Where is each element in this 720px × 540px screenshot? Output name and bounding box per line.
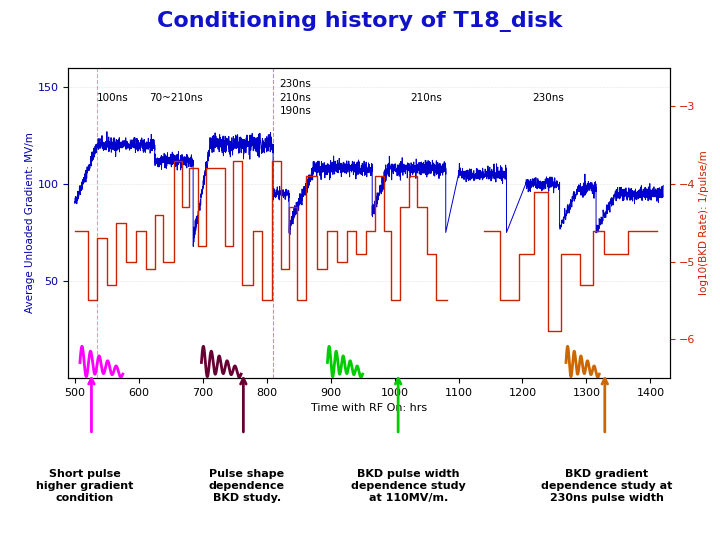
- Text: Pulse shape
dependence
BKD study.: Pulse shape dependence BKD study.: [209, 469, 284, 503]
- Text: 100ns: 100ns: [97, 93, 129, 103]
- Text: 210ns: 210ns: [410, 93, 443, 103]
- X-axis label: Time with RF On: hrs: Time with RF On: hrs: [311, 403, 427, 413]
- Text: Short pulse
higher gradient
condition: Short pulse higher gradient condition: [36, 469, 133, 503]
- Text: BKD gradient
dependence study at
230ns pulse width: BKD gradient dependence study at 230ns p…: [541, 469, 672, 503]
- Y-axis label: log10(BKD Rate): 1/pulse/m: log10(BKD Rate): 1/pulse/m: [698, 150, 708, 295]
- Text: CERN: CERN: [31, 31, 52, 37]
- Text: 230ns: 230ns: [532, 93, 564, 103]
- Text: Conditioning history of T18_disk: Conditioning history of T18_disk: [157, 11, 563, 32]
- Text: 230ns: 230ns: [279, 79, 311, 89]
- Text: 210ns: 210ns: [279, 93, 311, 103]
- Text: BKD pulse width
dependence study
at 110MV/m.: BKD pulse width dependence study at 110M…: [351, 469, 466, 503]
- Text: 190ns: 190ns: [279, 106, 311, 116]
- Text: CTF³: CTF³: [662, 27, 695, 40]
- Y-axis label: Average Unloaded Gradient: MV/m: Average Unloaded Gradient: MV/m: [25, 132, 35, 313]
- Text: 70~210ns: 70~210ns: [149, 93, 203, 103]
